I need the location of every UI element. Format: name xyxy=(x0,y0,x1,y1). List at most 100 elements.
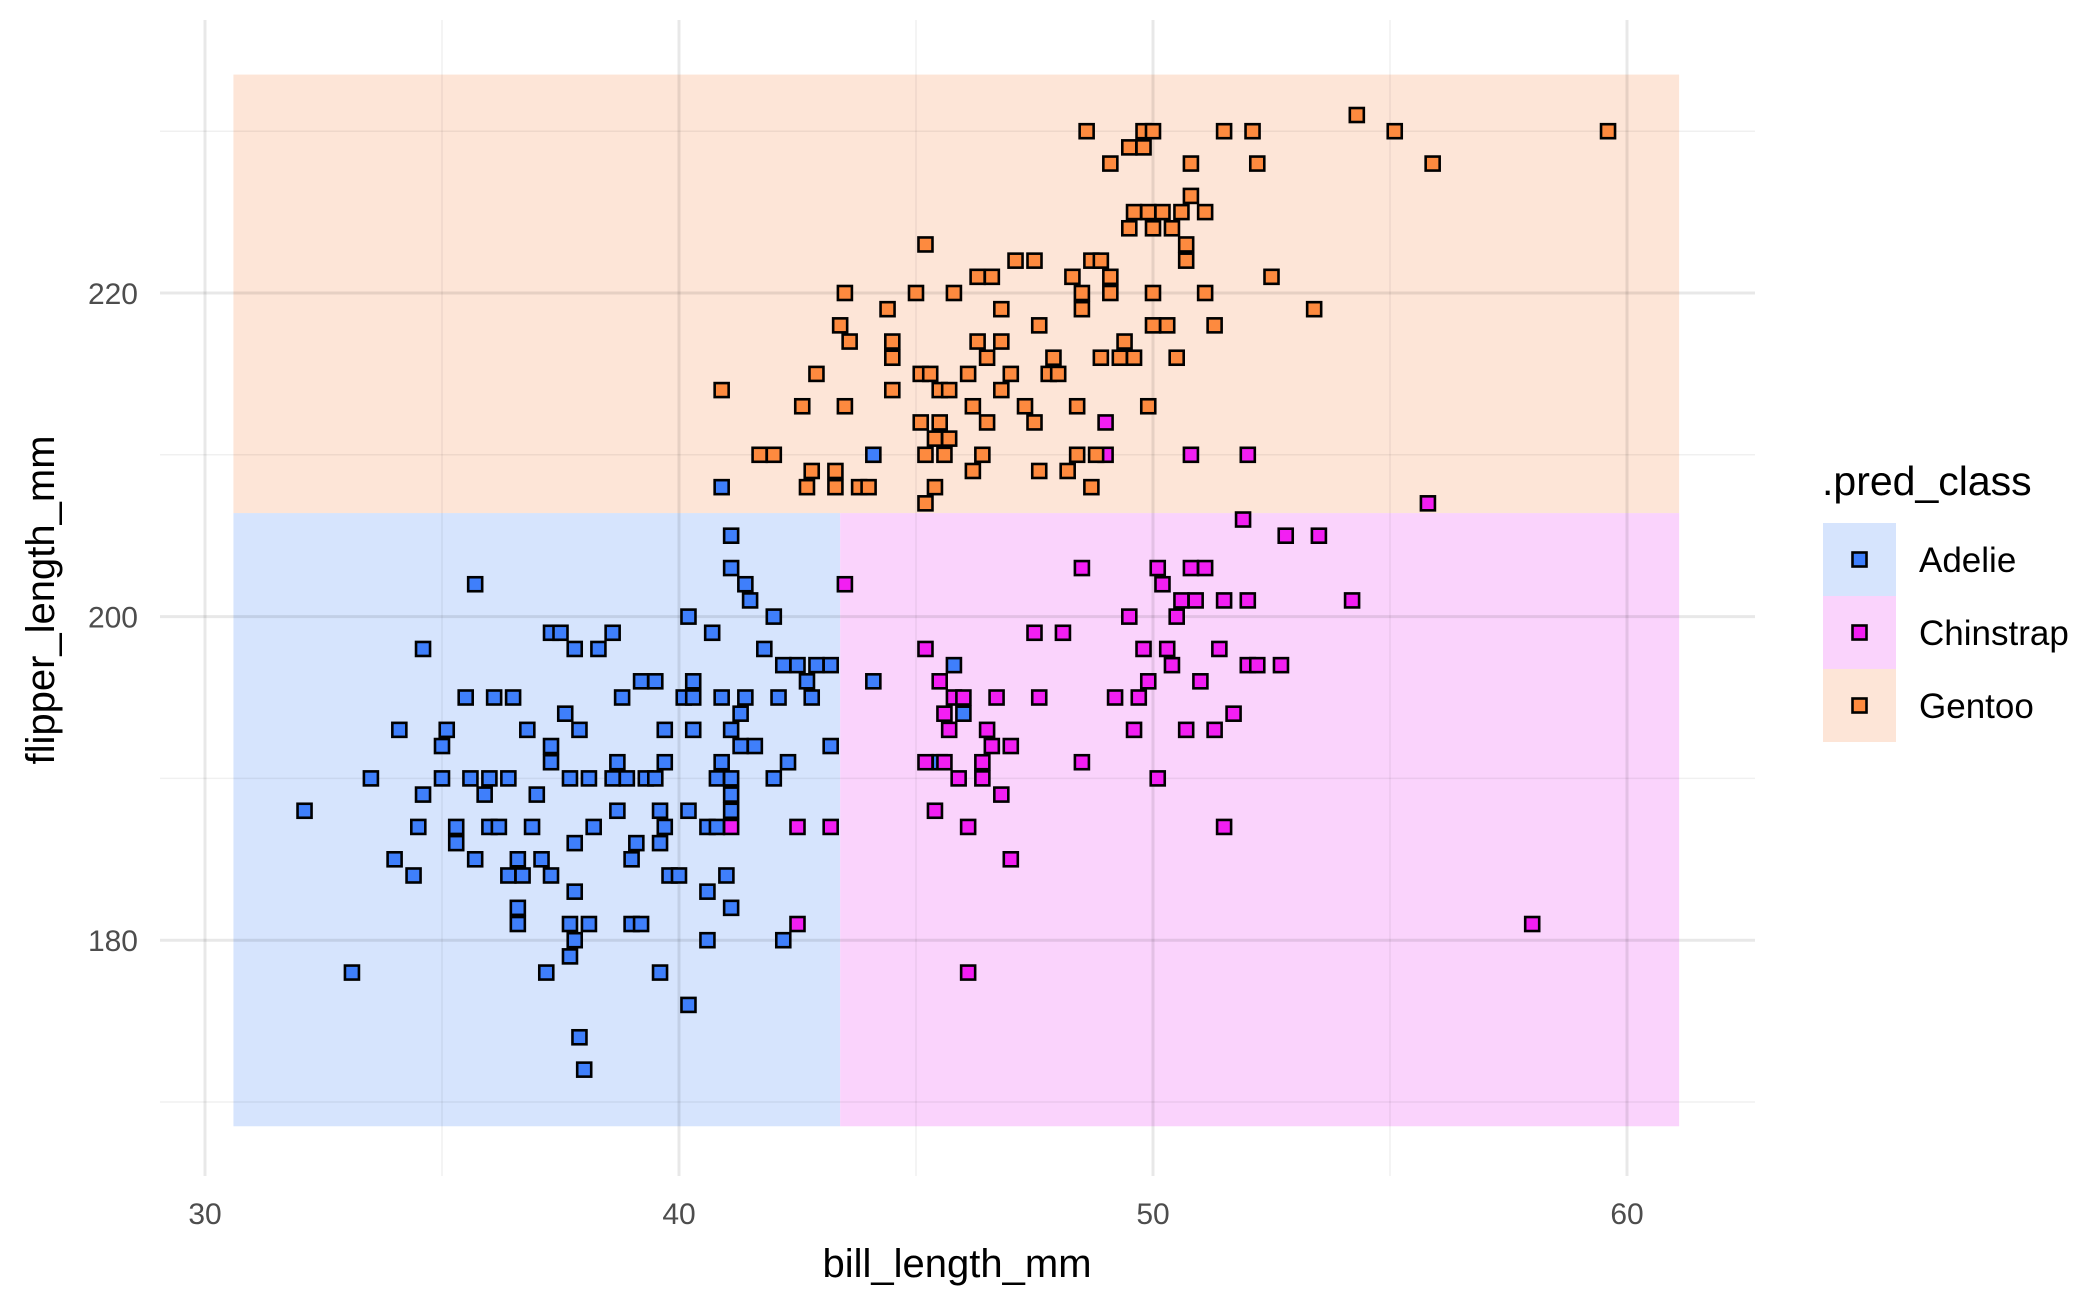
point-adelie xyxy=(490,818,508,836)
point-adelie xyxy=(509,850,527,868)
point-adelie xyxy=(765,608,783,625)
point-adelie xyxy=(566,834,584,852)
point-gentoo xyxy=(1215,122,1233,140)
point-adelie xyxy=(457,689,475,706)
point-adelie xyxy=(466,850,484,868)
point-gentoo xyxy=(1078,122,1095,140)
point-adelie xyxy=(865,446,882,464)
point-chinstrap xyxy=(1239,446,1257,464)
point-adelie xyxy=(405,867,422,884)
point-chinstrap xyxy=(936,753,953,771)
point-adelie xyxy=(571,1028,588,1046)
point-adelie xyxy=(481,770,498,787)
point-adelie xyxy=(770,689,787,706)
point-adelie xyxy=(447,818,465,836)
point-chinstrap xyxy=(931,673,949,690)
point-chinstrap xyxy=(1135,640,1152,658)
point-adelie xyxy=(865,673,882,690)
point-adelie xyxy=(737,575,754,593)
point-adelie xyxy=(722,559,740,577)
point-gentoo xyxy=(1177,236,1195,253)
x-tick-label: 30 xyxy=(188,1198,221,1231)
point-adelie xyxy=(651,802,669,820)
point-gentoo xyxy=(1139,397,1157,415)
point-gentoo xyxy=(969,268,986,286)
point-gentoo xyxy=(1030,462,1048,480)
point-adelie xyxy=(684,721,702,739)
point-adelie xyxy=(718,867,735,884)
point-gentoo xyxy=(1026,414,1043,431)
point-chinstrap xyxy=(983,737,1001,755)
point-gentoo xyxy=(1064,268,1081,286)
point-chinstrap xyxy=(722,818,740,836)
point-chinstrap xyxy=(1215,592,1233,609)
point-gentoo xyxy=(983,268,1001,286)
point-gentoo xyxy=(883,349,901,367)
point-adelie xyxy=(537,964,555,981)
point-adelie xyxy=(713,753,730,771)
point-chinstrap xyxy=(974,753,991,771)
axis-ticks: 30 40 50 60 180 200 220 xyxy=(88,278,1644,1231)
point-chinstrap xyxy=(1026,624,1043,642)
point-gentoo xyxy=(1182,187,1200,205)
point-adelie xyxy=(504,689,522,706)
point-chinstrap xyxy=(1419,495,1437,512)
point-chinstrap xyxy=(974,770,991,787)
point-adelie xyxy=(774,931,792,949)
point-adelie xyxy=(561,770,579,787)
point-adelie xyxy=(789,656,806,674)
point-chinstrap xyxy=(1239,592,1257,609)
point-adelie xyxy=(713,689,730,706)
point-adelie xyxy=(737,689,754,706)
point-chinstrap xyxy=(978,721,996,739)
point-adelie xyxy=(808,656,825,674)
point-adelie xyxy=(571,721,588,739)
point-gentoo xyxy=(1121,219,1138,237)
point-gentoo xyxy=(1144,219,1162,237)
point-chinstrap xyxy=(988,689,1005,706)
point-adelie xyxy=(722,899,740,917)
point-adelie xyxy=(680,996,697,1014)
point-adelie xyxy=(447,834,465,852)
point-chinstrap xyxy=(822,818,839,836)
point-gentoo xyxy=(1158,317,1176,334)
point-chinstrap xyxy=(1248,656,1266,674)
point-gentoo xyxy=(751,446,768,464)
point-chinstrap xyxy=(1002,737,1020,755)
point-gentoo xyxy=(912,414,930,431)
point-adelie xyxy=(713,478,730,496)
point-adelie xyxy=(732,737,749,755)
point-adelie xyxy=(632,673,650,690)
point-gentoo xyxy=(917,446,934,464)
point-adelie xyxy=(580,915,598,933)
point-chinstrap xyxy=(950,770,967,787)
point-gentoo xyxy=(1125,203,1143,221)
point-adelie xyxy=(651,834,669,852)
point-chinstrap xyxy=(936,705,953,722)
legend-marker-adelie xyxy=(1851,551,1868,568)
point-adelie xyxy=(741,592,759,609)
point-adelie xyxy=(656,753,674,771)
point-adelie xyxy=(414,640,432,658)
point-adelie xyxy=(703,624,721,642)
point-adelie xyxy=(566,883,584,900)
point-adelie xyxy=(699,931,716,949)
point-chinstrap xyxy=(926,802,944,820)
point-chinstrap xyxy=(917,753,934,771)
point-chinstrap xyxy=(1182,559,1200,577)
point-adelie xyxy=(646,770,664,787)
point-chinstrap xyxy=(1272,656,1290,674)
point-gentoo xyxy=(931,414,949,431)
point-gentoo xyxy=(907,284,925,302)
point-gentoo xyxy=(1135,139,1152,156)
point-gentoo xyxy=(1263,268,1280,286)
point-gentoo xyxy=(1144,317,1162,334)
point-adelie xyxy=(409,818,427,836)
point-adelie xyxy=(955,705,972,722)
point-adelie xyxy=(433,770,451,787)
point-chinstrap xyxy=(1225,705,1242,722)
point-gentoo xyxy=(1168,349,1185,367)
point-gentoo xyxy=(1163,219,1181,237)
point-chinstrap xyxy=(1211,640,1228,658)
point-gentoo xyxy=(993,333,1010,350)
